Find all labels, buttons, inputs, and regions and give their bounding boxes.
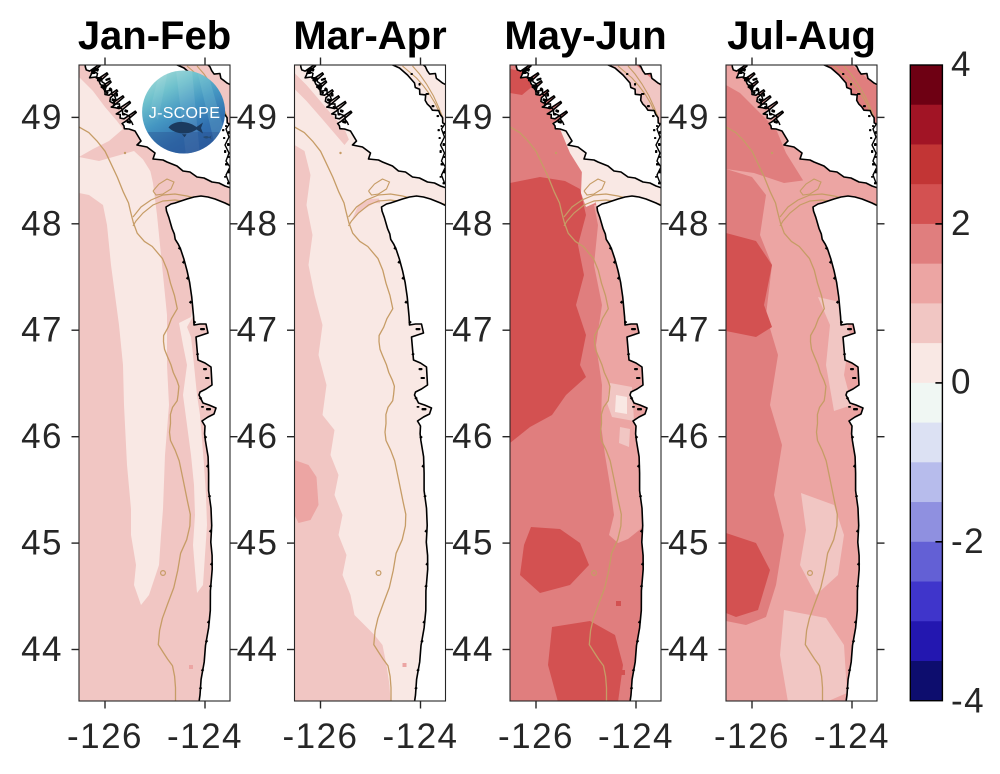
svg-text:45: 45	[452, 524, 494, 563]
svg-text:Jul-Aug: Jul-Aug	[727, 14, 876, 58]
svg-text:45: 45	[237, 524, 279, 563]
svg-text:46: 46	[237, 417, 279, 456]
svg-text:0: 0	[951, 363, 972, 402]
svg-text:47: 47	[21, 311, 63, 350]
svg-text:-124: -124	[598, 717, 674, 756]
svg-text:44: 44	[21, 630, 63, 669]
svg-text:-124: -124	[167, 717, 243, 756]
svg-text:4: 4	[951, 45, 972, 84]
svg-text:-124: -124	[382, 717, 458, 756]
svg-text:-126: -126	[714, 717, 790, 756]
svg-text:-126: -126	[498, 717, 574, 756]
svg-text:-2: -2	[951, 522, 985, 561]
svg-text:44: 44	[668, 630, 710, 669]
svg-text:-126: -126	[282, 717, 358, 756]
svg-text:47: 47	[668, 311, 710, 350]
svg-text:48: 48	[668, 204, 710, 243]
svg-text:49: 49	[237, 98, 279, 137]
svg-text:48: 48	[21, 204, 63, 243]
svg-text:47: 47	[237, 311, 279, 350]
svg-text:45: 45	[668, 524, 710, 563]
svg-text:-126: -126	[67, 717, 143, 756]
svg-text:48: 48	[237, 204, 279, 243]
svg-text:49: 49	[452, 98, 494, 137]
svg-text:Mar-Apr: Mar-Apr	[293, 14, 446, 58]
svg-text:May-Jun: May-Jun	[504, 14, 666, 58]
svg-text:44: 44	[452, 630, 494, 669]
svg-text:-124: -124	[814, 717, 890, 756]
svg-text:2: 2	[951, 204, 972, 243]
svg-text:46: 46	[452, 417, 494, 456]
svg-text:J-SCOPE: J-SCOPE	[149, 105, 220, 122]
svg-text:Jan-Feb: Jan-Feb	[78, 14, 231, 58]
svg-text:48: 48	[452, 204, 494, 243]
svg-text:47: 47	[452, 311, 494, 350]
svg-text:45: 45	[21, 524, 63, 563]
svg-text:46: 46	[21, 417, 63, 456]
svg-text:49: 49	[21, 98, 63, 137]
svg-text:46: 46	[668, 417, 710, 456]
svg-text:44: 44	[237, 630, 279, 669]
svg-text:49: 49	[668, 98, 710, 137]
svg-text:-4: -4	[951, 682, 985, 721]
